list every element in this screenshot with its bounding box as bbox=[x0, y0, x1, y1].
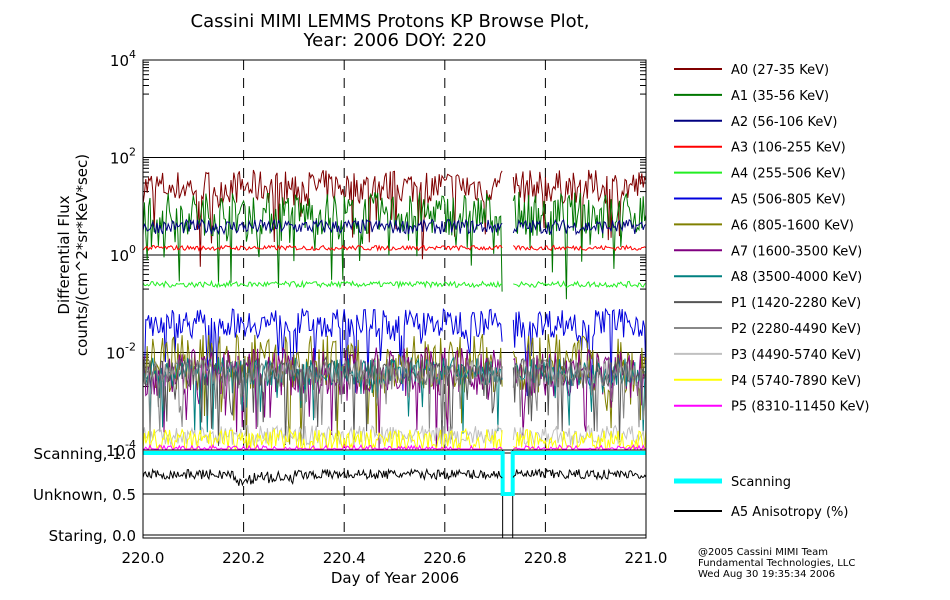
y-tick-label: 104 bbox=[110, 48, 136, 70]
x-tick-label: 220.2 bbox=[222, 549, 265, 567]
x-axis-label: Day of Year 2006 bbox=[331, 569, 459, 587]
legend-label: A7 (1600-3500 KeV) bbox=[731, 244, 862, 259]
chart-title: Cassini MIMI LEMMS Protons KP Browse Plo… bbox=[191, 11, 590, 32]
mode-legend: Scanning A5 Anisotropy (%) bbox=[674, 475, 848, 520]
series-line bbox=[142, 191, 647, 300]
legend-label: A5 Anisotropy (%) bbox=[731, 505, 848, 520]
legend-label: A1 (35-56 KeV) bbox=[731, 89, 829, 104]
legend-label: A0 (27-35 KeV) bbox=[731, 63, 829, 78]
series-line bbox=[142, 218, 647, 236]
series-line bbox=[142, 307, 647, 397]
y-tick-label: 10-4 bbox=[106, 438, 136, 460]
scanning-line bbox=[143, 451, 646, 496]
x-tick-label: 220.6 bbox=[423, 549, 466, 567]
legend-label: P1 (1420-2280 KeV) bbox=[731, 296, 861, 311]
legend-label: P2 (2280-4490 KeV) bbox=[731, 322, 861, 337]
anisotropy-line bbox=[142, 467, 647, 487]
legend-label: A8 (3500-4000 KeV) bbox=[731, 270, 862, 285]
legend-label: A6 (805-1600 KeV) bbox=[731, 218, 854, 233]
legend-label: P4 (5740-7890 KeV) bbox=[731, 374, 861, 389]
legend-label: P3 (4490-5740 KeV) bbox=[731, 348, 861, 363]
x-tick-label: 220.8 bbox=[524, 549, 567, 567]
series-line bbox=[142, 279, 647, 290]
legend-label: A5 (506-805 KeV) bbox=[731, 193, 846, 208]
mode-panel-grid bbox=[143, 450, 646, 538]
x-tick-label: 221.0 bbox=[625, 549, 668, 567]
series-line bbox=[142, 244, 647, 252]
chart-subtitle: Year: 2006 DOY: 220 bbox=[303, 30, 487, 51]
y-tick-label: 102 bbox=[110, 146, 136, 168]
y-axis-label-line1: Differential Flux bbox=[55, 195, 73, 314]
y-tick-label: 10-2 bbox=[106, 341, 136, 363]
y-tick-label: 100 bbox=[110, 243, 136, 265]
mode-tick-label: Unknown, 0.5 bbox=[33, 486, 136, 504]
series-line bbox=[142, 356, 647, 445]
credit-line-1: @2005 Cassini MIMI Team bbox=[698, 547, 828, 558]
mode-tick-label: Scanning, 1.0 bbox=[33, 445, 136, 463]
legend: A0 (27-35 KeV) A1 (35-56 KeV) A2 (56-106 K… bbox=[674, 63, 869, 415]
legend-label: P5 (8310-11450 KeV) bbox=[731, 400, 869, 415]
y-axis-label-line2: counts/(cm^2*sr*KeV*sec) bbox=[73, 154, 91, 356]
mode-panel-frame bbox=[142, 449, 647, 539]
credit-line-3: Wed Aug 30 19:35:34 2006 bbox=[698, 569, 835, 580]
flux-panel-series bbox=[142, 169, 647, 451]
legend-label: A4 (255-506 KeV) bbox=[731, 167, 846, 182]
x-tick-label: 220.4 bbox=[323, 549, 366, 567]
mode-tick-label: Staring, 0.0 bbox=[49, 527, 136, 545]
legend-label: Scanning bbox=[731, 475, 791, 490]
x-tick-label: 220.0 bbox=[122, 549, 165, 567]
series-line bbox=[143, 443, 647, 451]
mode-panel-series bbox=[142, 451, 647, 496]
legend-label: A3 (106-255 KeV) bbox=[731, 141, 846, 156]
credit-line-2: Fundamental Technologies, LLC bbox=[698, 558, 855, 569]
x-axis-ticks: 220.0 220.2 220.4 220.6 220.8 221.0 bbox=[122, 549, 668, 567]
legend-label: A2 (56-106 KeV) bbox=[731, 115, 837, 130]
